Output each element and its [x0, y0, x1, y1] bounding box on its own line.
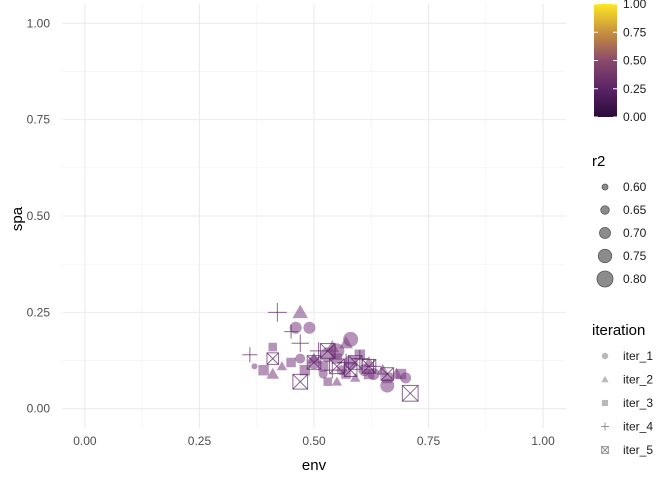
y-tick-label: 1.00 [27, 16, 51, 30]
shape-legend-title: iteration [592, 322, 645, 339]
shape-legend-key [601, 399, 609, 407]
point-iter_4 [324, 362, 341, 379]
size-legend-label: 0.70 [623, 226, 647, 240]
point-iter_1 [303, 321, 316, 334]
point-iter_4 [267, 302, 287, 322]
grid [62, 4, 566, 428]
x-tick-label: 0.75 [417, 434, 441, 448]
point-iter_2 [266, 367, 280, 379]
point-iter_5 [343, 363, 358, 377]
size-legend-label: 0.60 [623, 180, 647, 194]
shape-legend-label: iter_1 [623, 349, 653, 363]
y-tick-label: 0.25 [27, 305, 51, 319]
y-tick-label: 0.75 [27, 113, 51, 127]
point-iter_3 [395, 368, 407, 380]
data-points [242, 302, 419, 402]
point-iter_3 [268, 342, 278, 352]
point-iter_4 [309, 342, 328, 360]
shape-legend-key [601, 352, 609, 360]
point-iter_2 [339, 336, 353, 349]
color-legend: 0.00 0.25 0.50 0.75 1.00 [594, 0, 647, 124]
point-iter_4 [242, 347, 258, 363]
x-axis-title: env [302, 457, 327, 474]
size-legend-label: 0.65 [623, 203, 647, 217]
color-legend-label: 1.00 [623, 0, 647, 11]
point-iter_3 [382, 372, 393, 384]
point-iter_3 [258, 364, 269, 376]
size-legend-key [597, 248, 613, 264]
point-iter_4 [284, 324, 298, 339]
point-iter_1 [251, 363, 258, 370]
shape-legend-label: iter_5 [623, 443, 653, 457]
color-legend-label: 0.25 [623, 82, 647, 96]
point-iter_5 [319, 343, 336, 359]
color-bar [594, 4, 617, 117]
point-iter_2 [307, 352, 321, 364]
color-legend-label: 0.00 [623, 110, 647, 124]
y-axis-title: spa [9, 206, 26, 231]
size-legend-label: 0.75 [623, 249, 647, 263]
shape-legend: iteration iter_1 iter_2 iter_3 iter_4 iter_5 [592, 322, 653, 457]
point-iter_3 [363, 368, 375, 380]
point-iter_5 [306, 355, 322, 370]
point-iter_2 [350, 372, 361, 382]
y-tick-label: 0.50 [27, 209, 51, 223]
y-axis-ticks: 0.00 0.25 0.50 0.75 1.00 [27, 16, 51, 415]
size-legend-title: r2 [592, 153, 605, 170]
size-legend-key [596, 270, 614, 288]
x-tick-label: 0.25 [188, 434, 212, 448]
size-legend-key [601, 183, 609, 191]
point-iter_1 [295, 353, 306, 364]
size-legend-key [599, 227, 611, 239]
color-legend-label: 0.75 [623, 25, 647, 39]
point-iter_5 [361, 359, 377, 374]
point-iter_3 [286, 357, 296, 368]
x-tick-label: 0.00 [73, 434, 97, 448]
point-iter_5 [380, 367, 395, 381]
point-iter_3 [341, 369, 351, 379]
color-legend-label: 0.50 [623, 54, 647, 68]
x-tick-label: 1.00 [531, 434, 555, 448]
shape-legend-label: iter_2 [623, 373, 653, 387]
point-iter_4 [291, 334, 310, 352]
shape-legend-key [601, 422, 609, 431]
point-iter_2 [292, 304, 309, 319]
x-axis-ticks: 0.00 0.25 0.50 0.75 1.00 [73, 434, 555, 448]
point-iter_2 [276, 361, 288, 371]
point-iter_3 [317, 361, 329, 372]
shape-legend-label: iter_4 [623, 420, 653, 434]
point-iter_1 [318, 369, 328, 379]
size-legend-key [600, 205, 610, 215]
shape-legend-key [601, 446, 609, 454]
point-iter_2 [331, 376, 343, 386]
point-iter_3 [299, 364, 311, 376]
shape-legend-key [601, 375, 609, 383]
x-tick-label: 0.50 [302, 434, 326, 448]
point-iter_1 [289, 321, 302, 334]
point-iter_5 [266, 352, 280, 365]
size-legend: r2 0.60 0.65 0.70 0.75 0.80 [592, 153, 647, 288]
point-iter_2 [362, 356, 376, 368]
shape-legend-label: iter_3 [623, 396, 653, 410]
point-iter_5 [292, 373, 309, 390]
size-legend-label: 0.80 [623, 272, 647, 286]
point-iter_3 [323, 377, 333, 387]
y-tick-label: 0.00 [27, 402, 51, 416]
point-iter_5 [401, 384, 419, 402]
point-iter_4 [351, 349, 369, 368]
